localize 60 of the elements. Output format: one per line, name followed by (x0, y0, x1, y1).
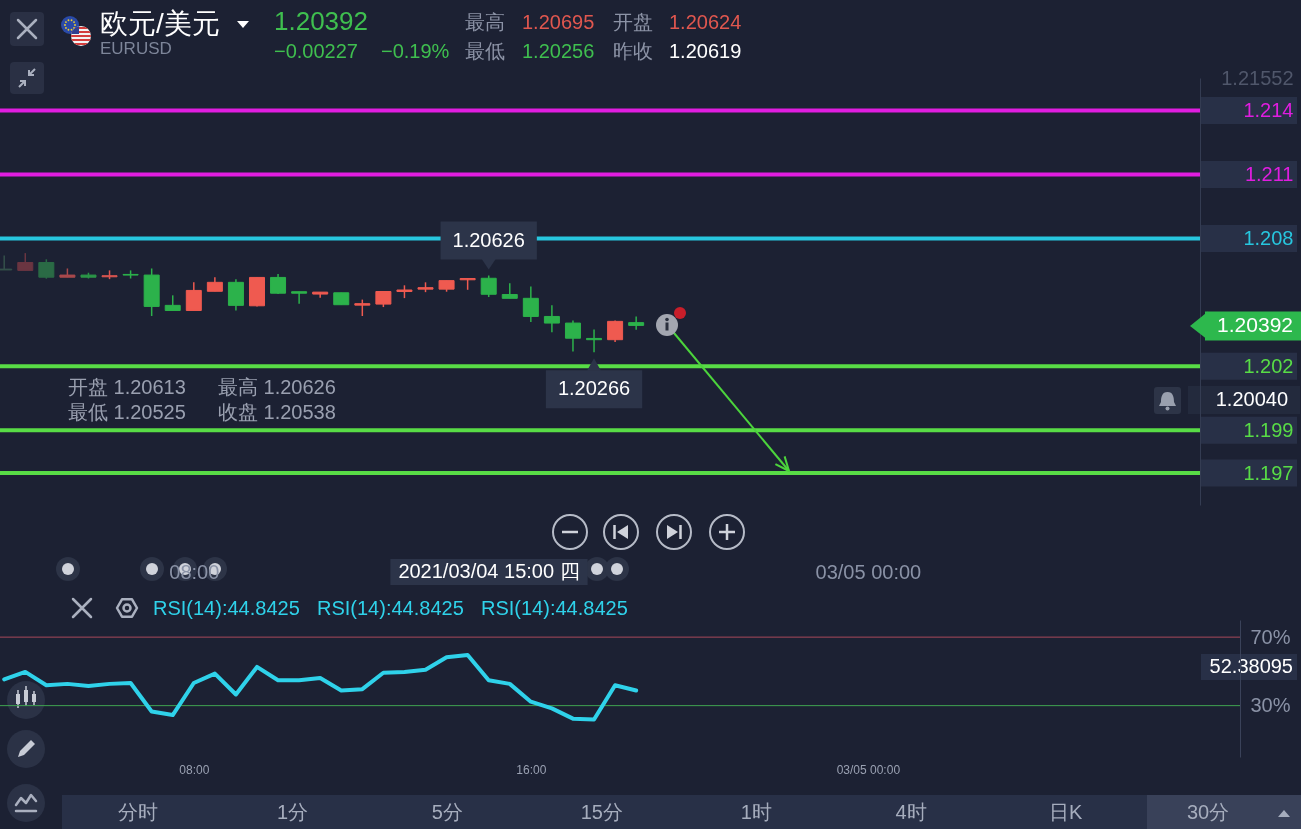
text: RSI(14):44.8425 (481, 596, 628, 620)
text: 欧元/美元 (100, 7, 220, 41)
x-tick-label: 08:00 (169, 560, 220, 583)
y-tick-label: 1.202 (1243, 354, 1294, 377)
y-tick-label: 1.199 (1243, 418, 1294, 441)
x-tick-label: 16:00 (516, 762, 547, 777)
text: RSI(14):44.8425 (317, 596, 464, 620)
text: 1分 (277, 800, 309, 824)
text: 4时 (895, 800, 927, 824)
text: 1.20624 (669, 10, 742, 34)
text: −0.19% (381, 39, 450, 63)
text: −0.00227 (274, 39, 358, 63)
text: 最高 (465, 10, 505, 34)
candlestick (628, 315, 645, 331)
annotation: 最高 1.20626 (218, 376, 336, 398)
y-tick-label: 1.211 (1244, 162, 1294, 185)
text: 1.20256 (522, 39, 595, 63)
x-tick-label: 03/05 00:00 (815, 560, 922, 583)
text: 1.20392 (1217, 313, 1293, 336)
text: 1.20695 (522, 10, 595, 34)
annotation: 开盘 1.20613 (68, 376, 186, 398)
text: 1时 (740, 800, 772, 824)
y-tick-label: 1.21552 (1221, 66, 1294, 89)
candlestick (501, 282, 518, 300)
text: 30分 (1186, 800, 1230, 824)
annotation: 1.20266 (557, 377, 631, 400)
annotation: 最低 1.20525 (68, 401, 186, 423)
candlestick (185, 281, 202, 312)
candlestick (291, 290, 308, 305)
candlestick (586, 328, 603, 354)
candlestick (543, 304, 560, 333)
text: EURUSD (100, 39, 172, 59)
annotation: 收盘 1.20538 (218, 401, 336, 423)
text: 2021/03/04 15:00 四 (398, 560, 580, 582)
x-tick-label: 08:00 (179, 762, 210, 777)
text: 开盘 (613, 10, 653, 34)
text: 最低 (465, 39, 505, 63)
text: 1.20040 (1215, 388, 1288, 410)
text: 1.20392 (274, 6, 368, 37)
y-tick-label: 1.208 (1243, 226, 1294, 249)
annotation: 1.20626 (452, 228, 525, 251)
y-tick-label: 1.197 (1243, 461, 1294, 484)
candlestick (38, 258, 55, 280)
candlestick (480, 274, 497, 298)
text: 1.20619 (669, 39, 742, 63)
x-tick-label: 03/05 00:00 (836, 762, 901, 777)
y-tick-label: 70% (1250, 625, 1291, 648)
candlestick (227, 278, 244, 312)
text: 日K (1048, 800, 1083, 824)
line-series (2, 652, 639, 722)
candlestick (522, 285, 539, 323)
y-tick-label: 30% (1250, 694, 1291, 717)
text: RSI(14):44.8425 (153, 596, 300, 620)
text: 分时 (118, 800, 158, 824)
text: 15分 (580, 800, 623, 824)
annotation: 52.38095 (1209, 655, 1293, 677)
text: 昨收 (613, 39, 653, 63)
candlestick (564, 319, 581, 353)
text: 5分 (431, 800, 463, 824)
y-tick-label: 1.214 (1243, 98, 1294, 121)
